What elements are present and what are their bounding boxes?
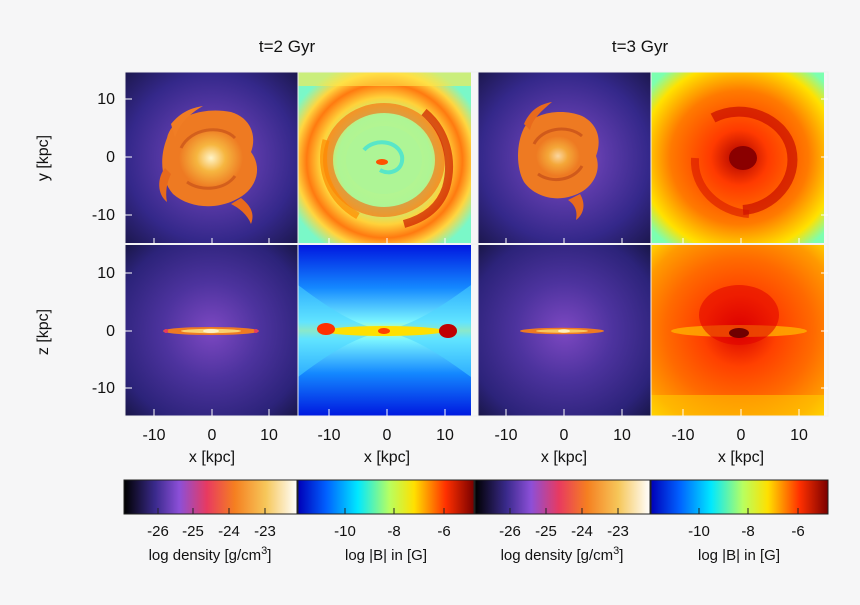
- cb2-tick-1: -8: [387, 523, 400, 540]
- panel-t2-density-edge-on: [125, 245, 298, 416]
- colorbar-density-2: [474, 479, 651, 515]
- cb2-label: log |B| in [G]: [345, 547, 427, 564]
- ytick-bottom-0: 0: [106, 323, 115, 340]
- panel-t2-bfield-edge-on: [298, 245, 471, 416]
- panel-t3-density-edge-on: [478, 245, 651, 416]
- xtick-p4-neg10: -10: [671, 427, 694, 444]
- colorbar-ticks: [157, 508, 799, 514]
- panel-t2-bfield-face-on: [298, 72, 471, 243]
- xtick-p2-neg10: -10: [317, 427, 340, 444]
- cb3-label-main: log density [g/cm: [501, 547, 614, 564]
- title-t3: t=3 Gyr: [612, 37, 669, 56]
- cb1-label: log density [g/cm3]: [149, 545, 272, 564]
- cb2-tick-2: -6: [437, 523, 450, 540]
- panel-ticks: [125, 98, 828, 416]
- xtick-p1-neg10: -10: [142, 427, 165, 444]
- cb1-label-end: ]: [267, 547, 271, 564]
- panel-t3-bfield-edge-on: [651, 245, 824, 416]
- x-axis-label-3: x [kpc]: [541, 449, 587, 466]
- ytick-top-10: 10: [97, 91, 115, 108]
- panel-t2-density-face-on: [125, 72, 298, 243]
- cb3-tick-0: -26: [499, 523, 521, 540]
- ytick-top-0: 0: [106, 149, 115, 166]
- panel-frames: [124, 71, 829, 417]
- cb1-tick-3: -23: [254, 523, 276, 540]
- ytick-bottom-10: 10: [97, 265, 115, 282]
- xtick-p4-0: 0: [737, 427, 746, 444]
- cb1-tick-1: -25: [182, 523, 204, 540]
- cb4-tick-2: -6: [791, 523, 804, 540]
- cb1-tick-2: -24: [218, 523, 240, 540]
- ytick-bottom-neg10: -10: [92, 380, 115, 397]
- cb3-tick-2: -24: [571, 523, 593, 540]
- colorbar-bfield-1: [297, 479, 475, 515]
- cb3-tick-1: -25: [535, 523, 557, 540]
- colorbar-bfield-2: [650, 479, 829, 515]
- ytick-top-neg10: -10: [92, 207, 115, 224]
- xtick-p3-0: 0: [560, 427, 569, 444]
- cb3-label: log density [g/cm3]: [501, 545, 624, 564]
- x-axis-label-2: x [kpc]: [364, 449, 410, 466]
- cb1-label-sup: 3: [261, 545, 267, 557]
- cb2-tick-0: -10: [334, 523, 356, 540]
- panel-t3-bfield-face-on: [651, 72, 824, 243]
- cb3-label-sup: 3: [613, 545, 619, 557]
- xtick-p3-neg10: -10: [494, 427, 517, 444]
- cb4-tick-0: -10: [688, 523, 710, 540]
- xtick-p1-0: 0: [208, 427, 217, 444]
- y-axis-label-bottom: z [kpc]: [35, 309, 52, 355]
- colorbar-density-1: [123, 479, 298, 515]
- y-axis-label-top: y [kpc]: [35, 135, 52, 181]
- panel-t3-density-face-on: [478, 72, 651, 243]
- cb1-tick-0: -26: [147, 523, 169, 540]
- xtick-p2-0: 0: [383, 427, 392, 444]
- title-t2: t=2 Gyr: [259, 37, 316, 56]
- xtick-p2-10: 10: [436, 427, 454, 444]
- x-axis-label-4: x [kpc]: [718, 449, 764, 466]
- x-axis-label-1: x [kpc]: [189, 449, 235, 466]
- cb3-tick-3: -23: [607, 523, 629, 540]
- xtick-p3-10: 10: [613, 427, 631, 444]
- xtick-p4-10: 10: [790, 427, 808, 444]
- cb4-tick-1: -8: [741, 523, 754, 540]
- cb1-label-main: log density [g/cm: [149, 547, 262, 564]
- cb3-label-end: ]: [619, 547, 623, 564]
- xtick-p1-10: 10: [260, 427, 278, 444]
- cb4-label: log |B| in [G]: [698, 547, 780, 564]
